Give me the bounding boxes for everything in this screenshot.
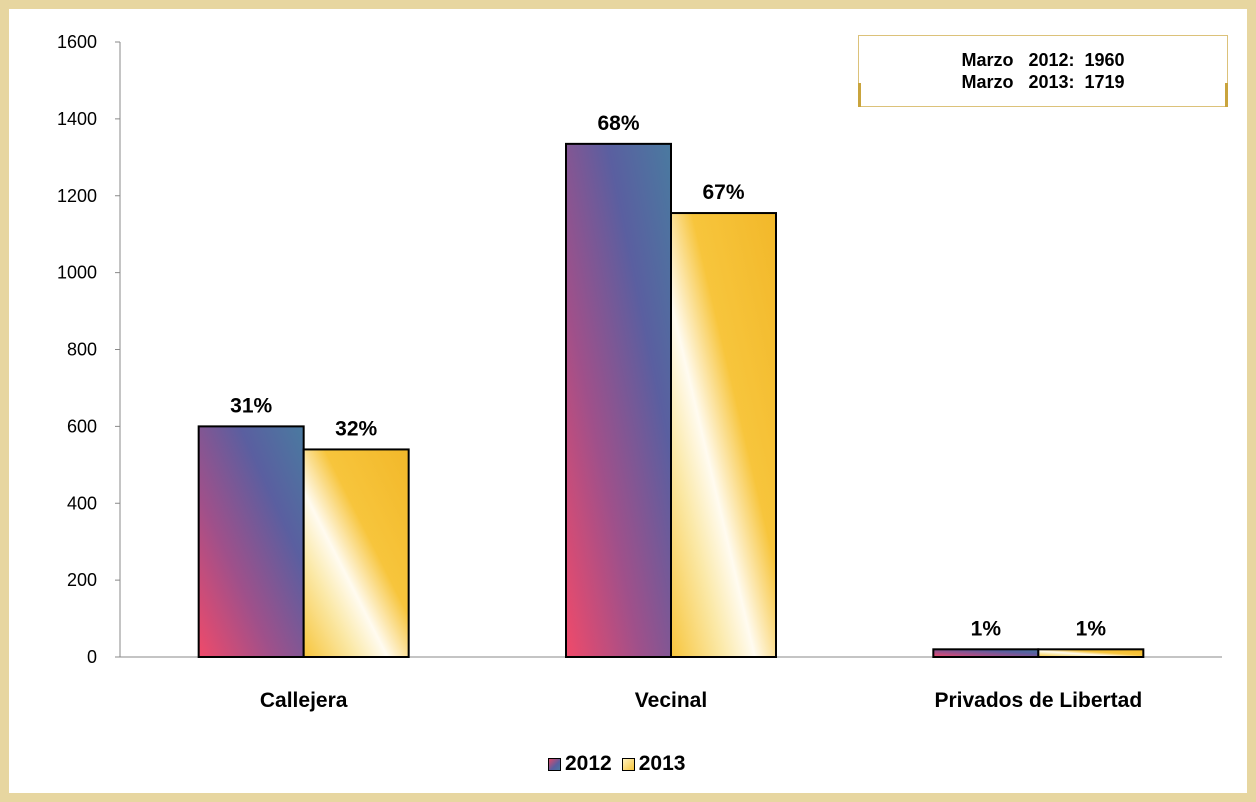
total-2013-text: Marzo 2013: 1719 (961, 72, 1125, 92)
legend-swatch-2012 (548, 757, 561, 771)
legend-label-2013: 2013 (638, 752, 686, 775)
chart-labels: 31% 32% Callejera 68% 67% Vecinal 1% 1% Privados… (230, 112, 1142, 712)
data-label-2012-2: 1% (971, 617, 1002, 640)
data-label-2012-0: 31% (230, 394, 272, 417)
y-tick-label: 1400 (57, 109, 97, 129)
y-tick-label: 1200 (57, 186, 97, 206)
data-label-2012-1: 68% (597, 112, 639, 135)
box-accent-right (1225, 83, 1228, 107)
legend-item-2013: 2013 (621, 752, 686, 776)
legend-item-2012: 2012 (548, 752, 612, 776)
x-category-label: Vecinal (635, 689, 707, 712)
y-tick-label: 1000 (57, 263, 97, 283)
x-category-label: Callejera (260, 689, 348, 712)
y-tick-label: 0 (87, 647, 97, 667)
bar-2012-2 (932, 648, 1040, 658)
data-label-2013-0: 32% (335, 417, 377, 440)
chart-bars (197, 142, 1145, 658)
legend-label-2012: 2012 (565, 752, 612, 775)
y-tick-label: 800 (67, 340, 97, 360)
bar-2013-1 (670, 212, 777, 658)
total-2012-text: Marzo 2012: 1960 (961, 50, 1125, 70)
box-accent-left (858, 83, 861, 107)
data-label-2013-2: 1% (1076, 617, 1107, 640)
totals-info-box: Marzo 2012: 1960 Marzo 2013: 1719 (858, 35, 1228, 107)
y-tick-label: 200 (67, 570, 97, 590)
bar-2013-0 (302, 448, 410, 658)
x-category-label: Privados de Libertad (934, 689, 1142, 712)
legend-swatch-2013 (621, 757, 635, 771)
chart-legend: 2012 2013 (548, 752, 685, 776)
bar-2012-1 (565, 142, 672, 658)
y-tick-label: 400 (67, 493, 97, 513)
bar-2013-2 (1037, 648, 1145, 658)
bar-2012-0 (197, 425, 305, 658)
data-label-2013-1: 67% (702, 181, 744, 204)
y-tick-label: 1600 (57, 32, 97, 52)
y-tick-label: 600 (67, 416, 97, 436)
